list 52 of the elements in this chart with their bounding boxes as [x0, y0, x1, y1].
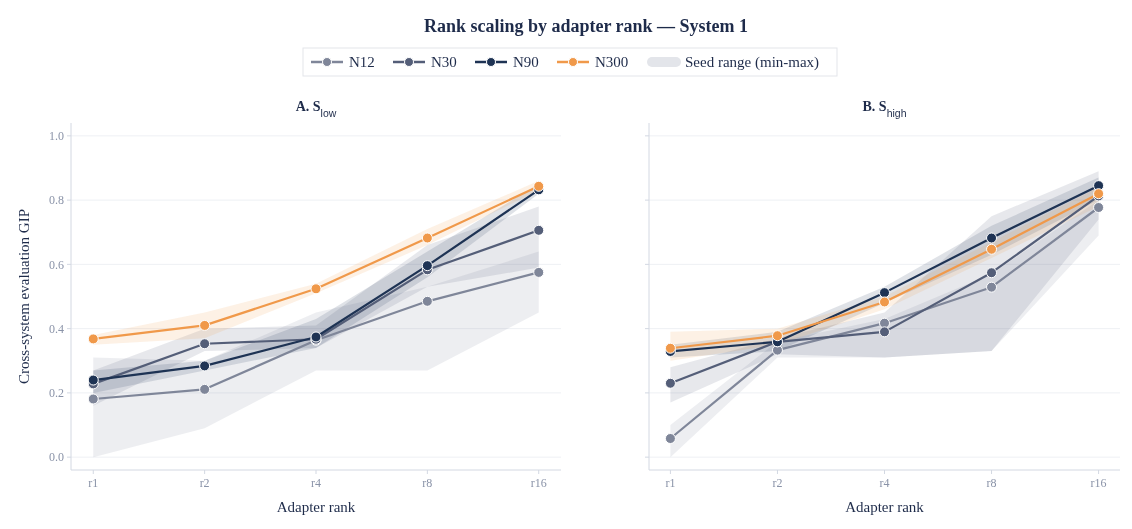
- point: [879, 296, 890, 308]
- point: [664, 377, 676, 389]
- point: [533, 224, 545, 236]
- point: [199, 360, 211, 372]
- point: [199, 383, 211, 395]
- y-tick-label: 1.0: [49, 129, 64, 144]
- x-tick-label: r2: [199, 476, 210, 490]
- chart-subtitle: A. S$_{low}$: [295, 99, 337, 119]
- y-tick-label: 0.2: [49, 386, 64, 401]
- x-tick-label: r4: [879, 476, 890, 490]
- x-tick-label: r2: [772, 476, 783, 490]
- point: [87, 333, 99, 345]
- x-tick-label: r16: [530, 476, 547, 490]
- point: [986, 232, 998, 244]
- point: [664, 433, 676, 445]
- y-tick-label: 0.8: [49, 193, 64, 208]
- point: [421, 295, 433, 307]
- x-tick-label: r4: [311, 476, 321, 490]
- point: [421, 260, 433, 272]
- x-axis-title: Adapter rank: [845, 499, 925, 515]
- y-tick-label: 0.6: [49, 257, 64, 272]
- x-tick-label: r16: [1090, 476, 1107, 490]
- chart-title: Rank scaling by adapter rank — System 1: [423, 16, 749, 36]
- legend-label: N30: [431, 54, 457, 71]
- legend-label: N300: [595, 54, 629, 71]
- point: [87, 393, 99, 405]
- y-tick-label: 0.4: [49, 321, 64, 336]
- point: [533, 180, 545, 192]
- x-tick-label: r1: [88, 476, 99, 490]
- x-tick-label: r1: [665, 476, 676, 490]
- point: [87, 374, 99, 386]
- x-axis-title: Adapter rank: [276, 499, 356, 515]
- legend-label: N90: [513, 54, 539, 71]
- x-tick-label: r8: [986, 476, 997, 490]
- point: [421, 232, 433, 244]
- point: [879, 326, 890, 338]
- x-tick-label: r8: [422, 476, 433, 490]
- point: [533, 266, 545, 278]
- point: [986, 267, 998, 279]
- point: [310, 283, 322, 295]
- point: [986, 243, 998, 255]
- point: [199, 319, 211, 331]
- y-axis-title: Cross-system evaluation GIP: [16, 209, 32, 384]
- legend-label: N12: [349, 54, 375, 71]
- chart-subtitle: B. S$_{high}$: [862, 99, 907, 119]
- point: [1093, 202, 1105, 213]
- point: [771, 330, 783, 342]
- point: [879, 317, 890, 329]
- point: [199, 338, 211, 350]
- point: [986, 281, 998, 293]
- text: Seed range (min-max): [685, 54, 820, 72]
- y-tick-label: 0.0: [49, 450, 64, 465]
